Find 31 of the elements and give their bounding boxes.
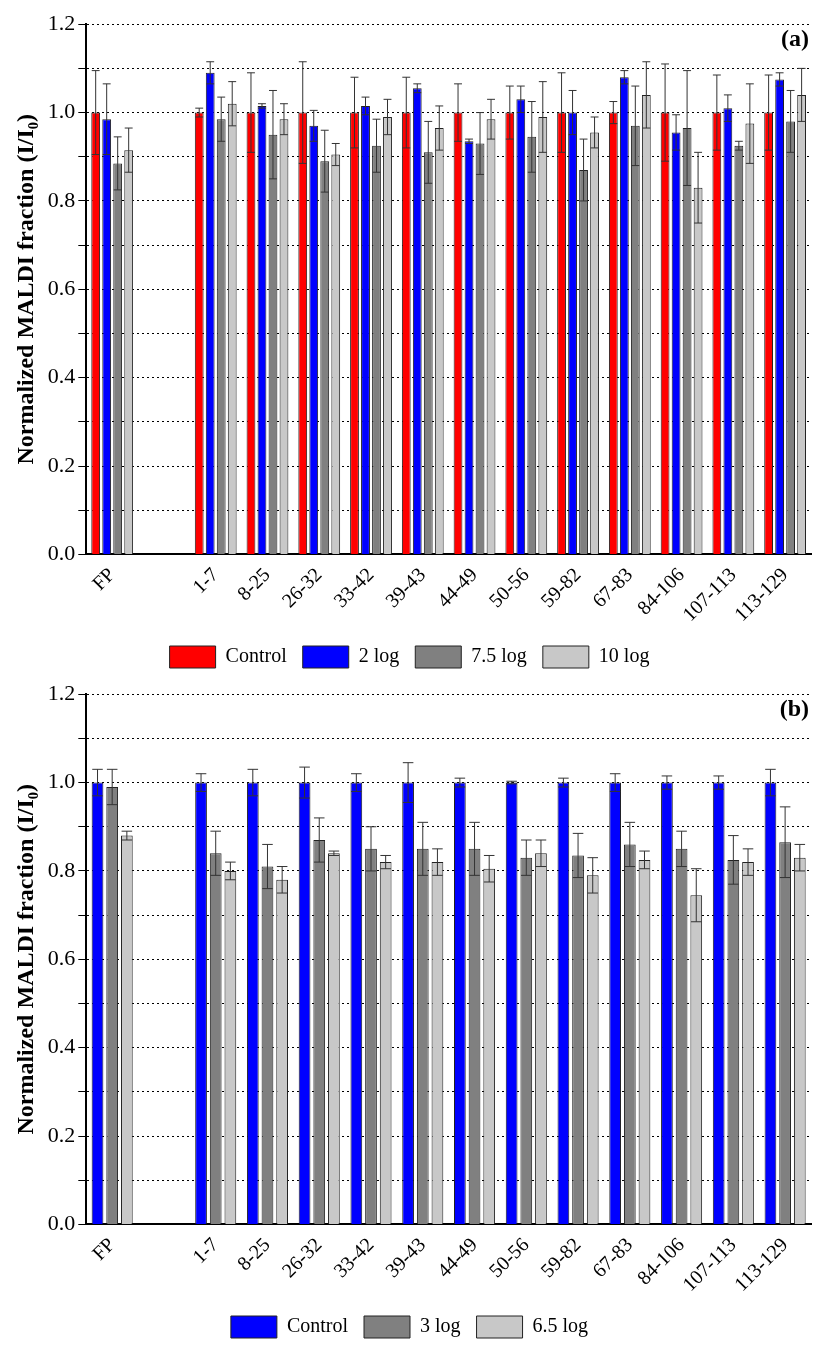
x-tick-label: FP	[87, 1232, 119, 1265]
chart-title: (b)	[779, 695, 809, 722]
legend-label: 7.5 log	[471, 644, 527, 668]
legend-label: 6.5 log	[532, 1314, 589, 1338]
legend-label: Control	[286, 1314, 349, 1337]
y-tick-label: 0.8	[47, 186, 76, 212]
y-tick-label: 0.4	[47, 1033, 76, 1059]
y-tick-label: 0.2	[47, 451, 76, 477]
y-tick-label: 0.0	[47, 540, 76, 566]
y-tick-label: 1.2	[47, 9, 76, 35]
y-tick-label: 0.6	[47, 275, 76, 301]
chart-title: (a)	[781, 25, 809, 52]
y-tick-label: 0.4	[47, 363, 76, 389]
y-tick-label: 0.2	[47, 1121, 76, 1147]
x-tick-label: 1-7	[187, 1232, 223, 1268]
legend-label: 2 log	[358, 644, 400, 668]
y-axis-title: Normalized MALDI fraction (I/I₀)	[11, 784, 38, 1135]
x-tick-label: 8-25	[232, 562, 275, 605]
legend-label: 10 log	[598, 644, 650, 668]
x-tick-label: 8-25	[232, 1232, 275, 1275]
x-tick-label: 1-7	[187, 562, 223, 598]
y-tick-label: 0.8	[47, 856, 76, 882]
x-tick-label: FP	[87, 562, 119, 595]
y-tick-label: 0.6	[47, 945, 76, 971]
legend-label: 3 log	[420, 1314, 461, 1338]
y-tick-label: 1.0	[47, 768, 76, 794]
y-tick-label: 1.2	[47, 679, 76, 705]
legend-label: Control	[225, 644, 288, 667]
y-tick-label: 1.0	[47, 98, 76, 124]
y-tick-label: 0.0	[47, 1210, 76, 1236]
y-axis-title: Normalized MALDI fraction (I/I₀)	[11, 114, 38, 465]
